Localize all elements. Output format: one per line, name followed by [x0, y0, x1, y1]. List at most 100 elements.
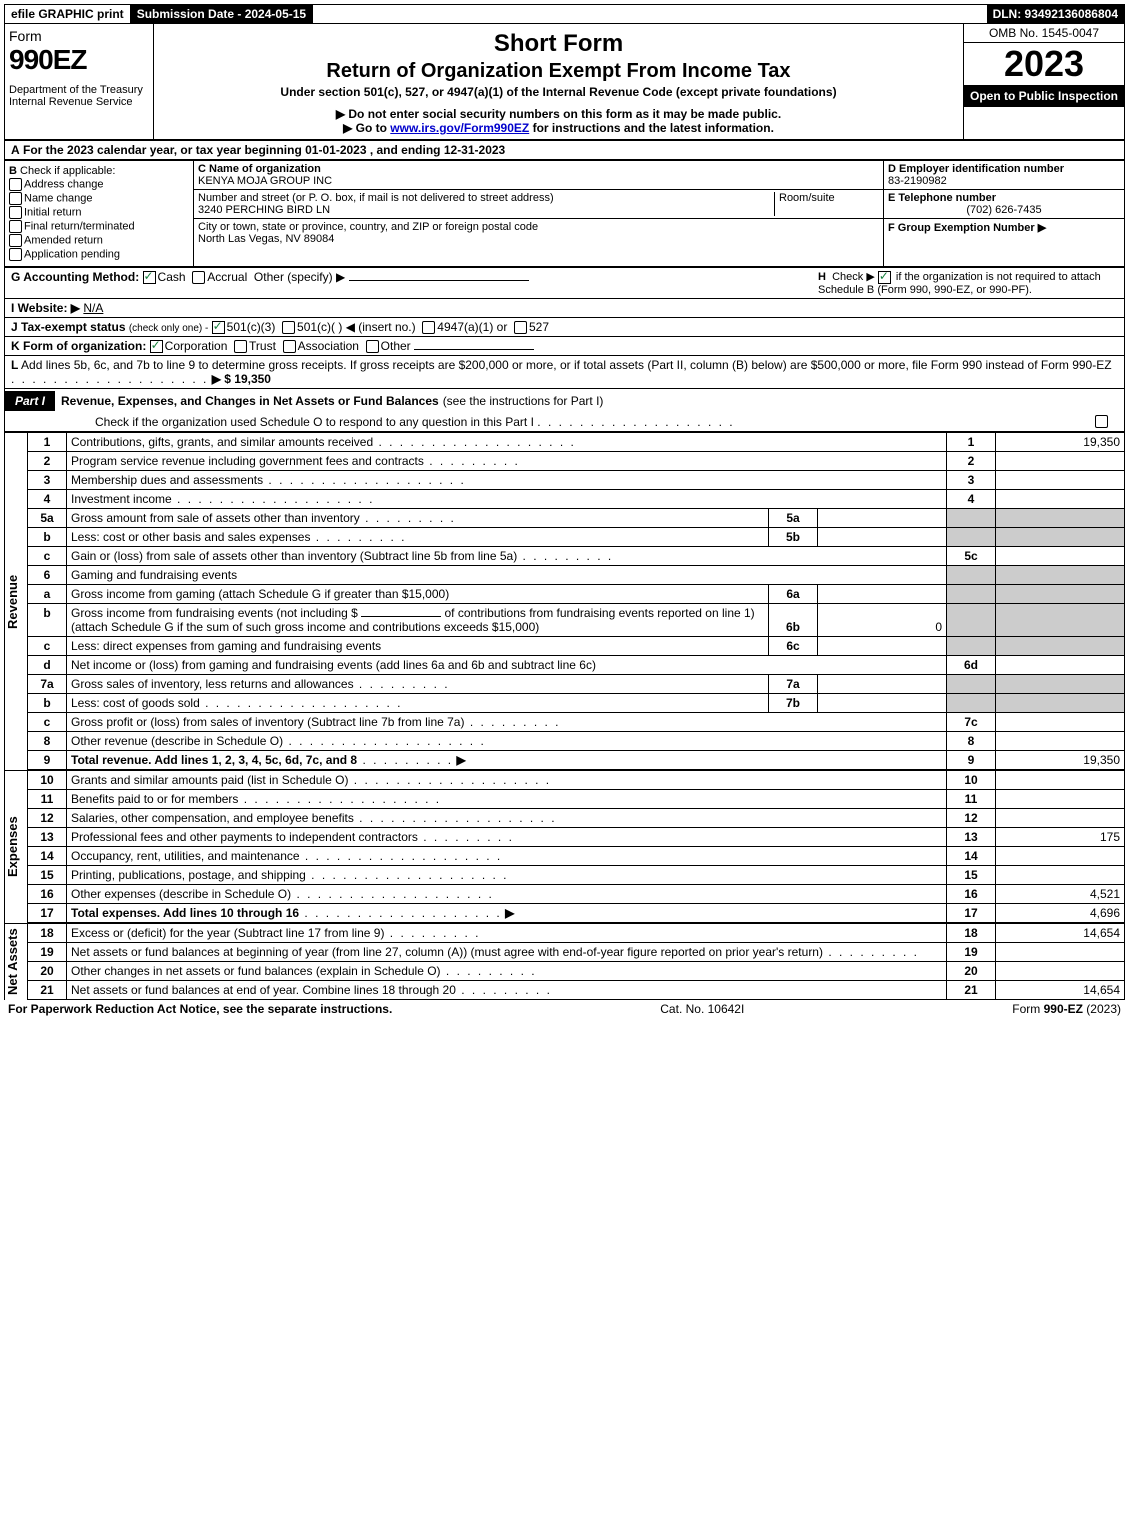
line-6-desc: Gaming and fundraising events — [67, 566, 947, 585]
section-b: B Check if applicable: Address change Na… — [5, 161, 194, 266]
section-a: A For the 2023 calendar year, or tax yea… — [4, 141, 1125, 160]
section-b-label: B — [9, 165, 17, 177]
line-6c-desc: Less: direct expenses from gaming and fu… — [71, 639, 381, 653]
checkbox-4947[interactable] — [422, 321, 435, 334]
goto-link[interactable]: ▶ Go to www.irs.gov/Form990EZ for instru… — [162, 121, 955, 135]
city-label: City or town, state or province, country… — [198, 221, 538, 233]
paperwork-notice: For Paperwork Reduction Act Notice, see … — [8, 1002, 392, 1016]
short-form-title: Short Form — [162, 30, 955, 58]
line-21-desc: Net assets or fund balances at end of ye… — [71, 983, 456, 997]
room-label: Room/suite — [779, 192, 835, 204]
checkbox-corporation[interactable] — [150, 340, 163, 353]
tel-value: (702) 626-7435 — [888, 204, 1120, 216]
checkbox-cash[interactable] — [143, 271, 156, 284]
section-l: L Add lines 5b, 6c, and 7b to line 9 to … — [4, 356, 1125, 389]
checkbox-other-org[interactable] — [366, 340, 379, 353]
dln: DLN: 93492136086804 — [987, 5, 1124, 23]
line-18-desc: Excess or (deficit) for the year (Subtra… — [71, 926, 384, 940]
checkbox-schedule-b[interactable] — [878, 271, 891, 284]
section-gh: G Accounting Method: Cash Accrual Other … — [4, 267, 1125, 299]
checkbox-final-return[interactable]: Final return/terminated — [9, 220, 189, 233]
cat-number: Cat. No. 10642I — [660, 1002, 744, 1016]
revenue-group: Revenue 1Contributions, gifts, grants, a… — [4, 432, 1125, 770]
checkbox-527[interactable] — [514, 321, 527, 334]
return-title: Return of Organization Exempt From Incom… — [162, 60, 955, 83]
street-label: Number and street (or P. O. box, if mail… — [198, 192, 554, 204]
checkbox-501c3[interactable] — [212, 321, 225, 334]
cash-label: Cash — [158, 270, 186, 284]
ein-value: 83-2190982 — [888, 175, 947, 187]
section-l-label: L — [11, 358, 18, 372]
line-20-desc: Other changes in net assets or fund bala… — [71, 964, 441, 978]
part-1-label: Part I — [5, 391, 55, 411]
expenses-side-label: Expenses — [4, 770, 28, 923]
other-specify-input[interactable] — [349, 280, 529, 281]
schedule-o-check: Check if the organization used Schedule … — [95, 415, 534, 429]
check-only-one: (check only one) - — [129, 323, 208, 334]
accrual-label: Accrual — [207, 270, 247, 284]
line-13-desc: Professional fees and other payments to … — [71, 830, 418, 844]
form-of-org-label: K Form of organization: — [11, 339, 146, 353]
line-12-desc: Salaries, other compensation, and employ… — [71, 811, 354, 825]
tax-exempt-label: J Tax-exempt status — [11, 320, 126, 334]
dept-treasury: Department of the Treasury — [9, 84, 143, 96]
other-org-input[interactable] — [414, 349, 534, 350]
line-17-desc: Total expenses. Add lines 10 through 16 — [71, 906, 299, 920]
section-h-label: H — [818, 271, 826, 283]
checkbox-amended-return[interactable]: Amended return — [9, 234, 189, 247]
line-14-desc: Occupancy, rent, utilities, and maintena… — [71, 849, 300, 863]
section-a-label: A — [11, 143, 20, 157]
line-16-desc: Other expenses (describe in Schedule O) — [71, 887, 291, 901]
city-value: North Las Vegas, NV 89084 — [198, 233, 334, 245]
checkbox-address-change[interactable]: Address change — [9, 178, 189, 191]
section-l-text: Add lines 5b, 6c, and 7b to line 9 to de… — [21, 358, 1112, 372]
header-right: OMB No. 1545-0047 2023 Open to Public In… — [963, 24, 1124, 139]
checkbox-association[interactable] — [283, 340, 296, 353]
line-10-desc: Grants and similar amounts paid (list in… — [71, 773, 348, 787]
omb-number: OMB No. 1545-0047 — [964, 24, 1124, 43]
subtitle: Under section 501(c), 527, or 4947(a)(1)… — [162, 85, 955, 99]
section-def: D Employer identification number 83-2190… — [883, 161, 1124, 266]
checkbox-trust[interactable] — [234, 340, 247, 353]
checkbox-initial-return[interactable]: Initial return — [9, 206, 189, 219]
line-17-value: 4,696 — [996, 904, 1125, 923]
section-b-heading: Check if applicable: — [20, 165, 115, 177]
revenue-side-label: Revenue — [4, 432, 28, 770]
form-header: Form 990EZ Department of the Treasury In… — [4, 23, 1125, 141]
line-6b-desc1: Gross income from fundraising events (no… — [71, 606, 358, 620]
section-j: J Tax-exempt status (check only one) - 5… — [4, 318, 1125, 337]
form-number: 990EZ — [9, 44, 87, 75]
line-2-desc: Program service revenue including govern… — [71, 454, 424, 468]
efile-print[interactable]: efile GRAPHIC print — [5, 5, 131, 23]
line-19-desc: Net assets or fund balances at beginning… — [71, 945, 823, 959]
org-name: KENYA MOJA GROUP INC — [198, 175, 332, 187]
line-7a-desc: Gross sales of inventory, less returns a… — [71, 677, 354, 691]
checkbox-501c[interactable] — [282, 321, 295, 334]
section-c: C Name of organization KENYA MOJA GROUP … — [194, 161, 883, 266]
line-11-desc: Benefits paid to or for members — [71, 792, 238, 806]
header-mid: Short Form Return of Organization Exempt… — [154, 24, 963, 139]
check-label: Check ▶ — [832, 271, 875, 283]
top-bar: efile GRAPHIC print Submission Date - 20… — [4, 4, 1125, 23]
checkbox-application-pending[interactable]: Application pending — [9, 248, 189, 261]
section-k: K Form of organization: Corporation Trus… — [4, 337, 1125, 356]
line-6a-desc: Gross income from gaming (attach Schedul… — [71, 587, 449, 601]
checkbox-schedule-o[interactable] — [1095, 415, 1108, 428]
line-9-desc: Total revenue. Add lines 1, 2, 3, 4, 5c,… — [71, 753, 357, 767]
line-8-desc: Other revenue (describe in Schedule O) — [71, 734, 283, 748]
gross-receipts-amount: ▶ $ 19,350 — [212, 372, 271, 386]
line-7b-desc: Less: cost of goods sold — [71, 696, 200, 710]
header-left: Form 990EZ Department of the Treasury In… — [5, 24, 154, 139]
submission-date: Submission Date - 2024-05-15 — [131, 5, 313, 23]
part-1-header: Part I Revenue, Expenses, and Changes in… — [4, 389, 1125, 432]
irs-label: Internal Revenue Service — [9, 96, 133, 108]
accounting-method-label: G Accounting Method: — [11, 270, 139, 284]
line-6b-input[interactable] — [361, 616, 441, 617]
checkbox-accrual[interactable] — [192, 271, 205, 284]
checkbox-name-change[interactable]: Name change — [9, 192, 189, 205]
line-16-value: 4,521 — [996, 885, 1125, 904]
org-name-label: C Name of organization — [198, 163, 321, 175]
line-1-desc: Contributions, gifts, grants, and simila… — [71, 435, 373, 449]
line-5c-desc: Gain or (loss) from sale of assets other… — [71, 549, 517, 563]
part-1-title: Revenue, Expenses, and Changes in Net As… — [61, 394, 439, 408]
